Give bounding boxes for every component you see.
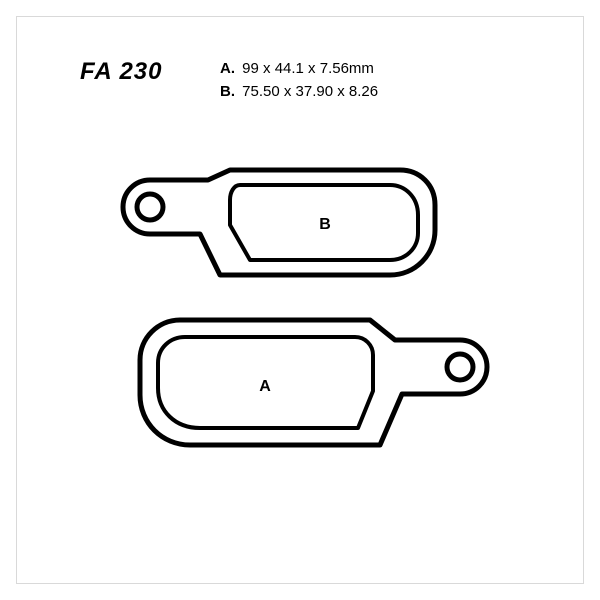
product-code-text: FA 230 xyxy=(80,58,163,85)
pad-a-group: A xyxy=(140,320,487,445)
dim-a-value: 99 x 44.1 x 7.56mm xyxy=(242,60,374,77)
pad-a-hole xyxy=(447,354,473,380)
dim-b-label: B. xyxy=(220,81,238,104)
diagram-canvas: FA 230 A. 99 x 44.1 x 7.56mm B. 75.50 x … xyxy=(0,0,600,600)
dimension-a: A. 99 x 44.1 x 7.56mm xyxy=(220,58,378,81)
pad-b-label: B xyxy=(319,216,331,233)
pad-b-hole xyxy=(137,194,163,220)
dim-b-value: 75.50 x 37.90 x 8.26 xyxy=(242,83,378,100)
dimension-list: A. 99 x 44.1 x 7.56mm B. 75.50 x 37.90 x… xyxy=(220,58,378,103)
brake-pad-figure: B A xyxy=(90,145,510,495)
pad-b-group: B xyxy=(123,170,435,275)
brake-pad-svg: B A xyxy=(90,145,510,495)
pad-a-label: A xyxy=(259,378,271,395)
dim-a-label: A. xyxy=(220,58,238,81)
product-code: FA 230 xyxy=(80,58,163,86)
dimension-b: B. 75.50 x 37.90 x 8.26 xyxy=(220,81,378,104)
